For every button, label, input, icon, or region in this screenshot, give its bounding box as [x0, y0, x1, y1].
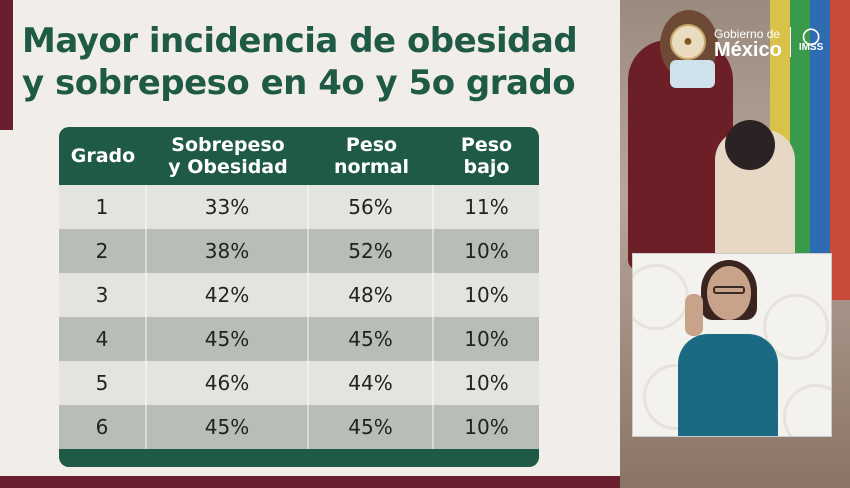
logo-divider [789, 27, 791, 57]
slide-title: Mayor incidencia de obesidad y sobrepeso… [22, 20, 602, 104]
background-pattern [783, 384, 831, 436]
cell-sobrepeso: 42% [147, 273, 309, 317]
table-row: 1 33% 56% 11% [59, 185, 539, 229]
cell-peso-normal: 44% [309, 361, 434, 405]
data-table: Grado Sobrepeso y Obesidad Peso normal Pes… [59, 127, 539, 467]
wall-decoration [810, 0, 830, 300]
accent-bar [0, 0, 13, 130]
table-row: 2 38% 52% 10% [59, 229, 539, 273]
logo-text: Gobierno de México [714, 26, 782, 61]
header-label: Sobrepeso [171, 134, 285, 156]
logo-small-text: Gobierno de [714, 27, 781, 41]
header-grado: Grado [59, 127, 147, 185]
header-label: Grado [70, 145, 136, 167]
cell-peso-normal: 48% [309, 273, 434, 317]
gobierno-logo: ● Gobierno de México ◯ IMSS [670, 18, 845, 66]
table-header: Grado Sobrepeso y Obesidad Peso normal Pes… [59, 127, 539, 185]
cell-peso-bajo: 10% [434, 405, 539, 449]
hand-sign [685, 294, 703, 336]
presentation-slide: Mayor incidencia de obesidad y sobrepeso… [0, 0, 620, 488]
table-row: 4 45% 45% 10% [59, 317, 539, 361]
eagle-seal-icon: ● [670, 24, 706, 60]
header-label: normal [333, 156, 410, 178]
cell-grado: 3 [59, 273, 147, 317]
header-peso-bajo: Peso bajo [434, 127, 539, 185]
background-pattern [763, 294, 829, 360]
cell-peso-bajo: 10% [434, 361, 539, 405]
cell-peso-bajo: 10% [434, 229, 539, 273]
cell-peso-normal: 56% [309, 185, 434, 229]
cell-peso-normal: 45% [309, 317, 434, 361]
cell-grado: 4 [59, 317, 147, 361]
title-line-1: Mayor incidencia de obesidad [22, 21, 578, 61]
background-pattern [633, 264, 689, 330]
cell-peso-bajo: 10% [434, 317, 539, 361]
imss-logo: ◯ IMSS [798, 28, 824, 54]
cell-peso-bajo: 10% [434, 273, 539, 317]
face-mask [670, 60, 715, 88]
header-label: y Obesidad [168, 156, 288, 178]
wall-decoration [790, 0, 810, 300]
cell-sobrepeso: 33% [147, 185, 309, 229]
cell-grado: 1 [59, 185, 147, 229]
table-row: 6 45% 45% 10% [59, 405, 539, 449]
cell-peso-normal: 52% [309, 229, 434, 273]
cell-sobrepeso: 45% [147, 405, 309, 449]
title-line-2: y sobrepeso en 4o y 5o grado [22, 63, 576, 103]
bottom-accent-bar [0, 476, 620, 488]
wall-decoration [830, 0, 850, 300]
header-label: bajo [463, 156, 510, 178]
cell-grado: 2 [59, 229, 147, 273]
glasses-icon [713, 286, 745, 294]
child-head [725, 120, 775, 170]
interpreter-body [678, 334, 778, 436]
cell-sobrepeso: 38% [147, 229, 309, 273]
cell-grado: 5 [59, 361, 147, 405]
cell-peso-bajo: 11% [434, 185, 539, 229]
logo-big-text: México [714, 39, 782, 61]
table-row: 5 46% 44% 10% [59, 361, 539, 405]
cell-sobrepeso: 45% [147, 317, 309, 361]
imss-emblem-icon: ◯ [802, 28, 820, 45]
header-peso-normal: Peso normal [309, 127, 434, 185]
cell-sobrepeso: 46% [147, 361, 309, 405]
header-label: Peso [345, 134, 398, 156]
table-row: 3 42% 48% 10% [59, 273, 539, 317]
table-body: 1 33% 56% 11% 2 38% 52% 10% 3 42% 48% 10… [59, 185, 539, 449]
cell-peso-normal: 45% [309, 405, 434, 449]
imss-text: IMSS [798, 42, 824, 53]
cell-grado: 6 [59, 405, 147, 449]
header-sobrepeso: Sobrepeso y Obesidad [147, 127, 309, 185]
header-label: Peso [460, 134, 513, 156]
sign-language-interpreter [632, 253, 832, 437]
